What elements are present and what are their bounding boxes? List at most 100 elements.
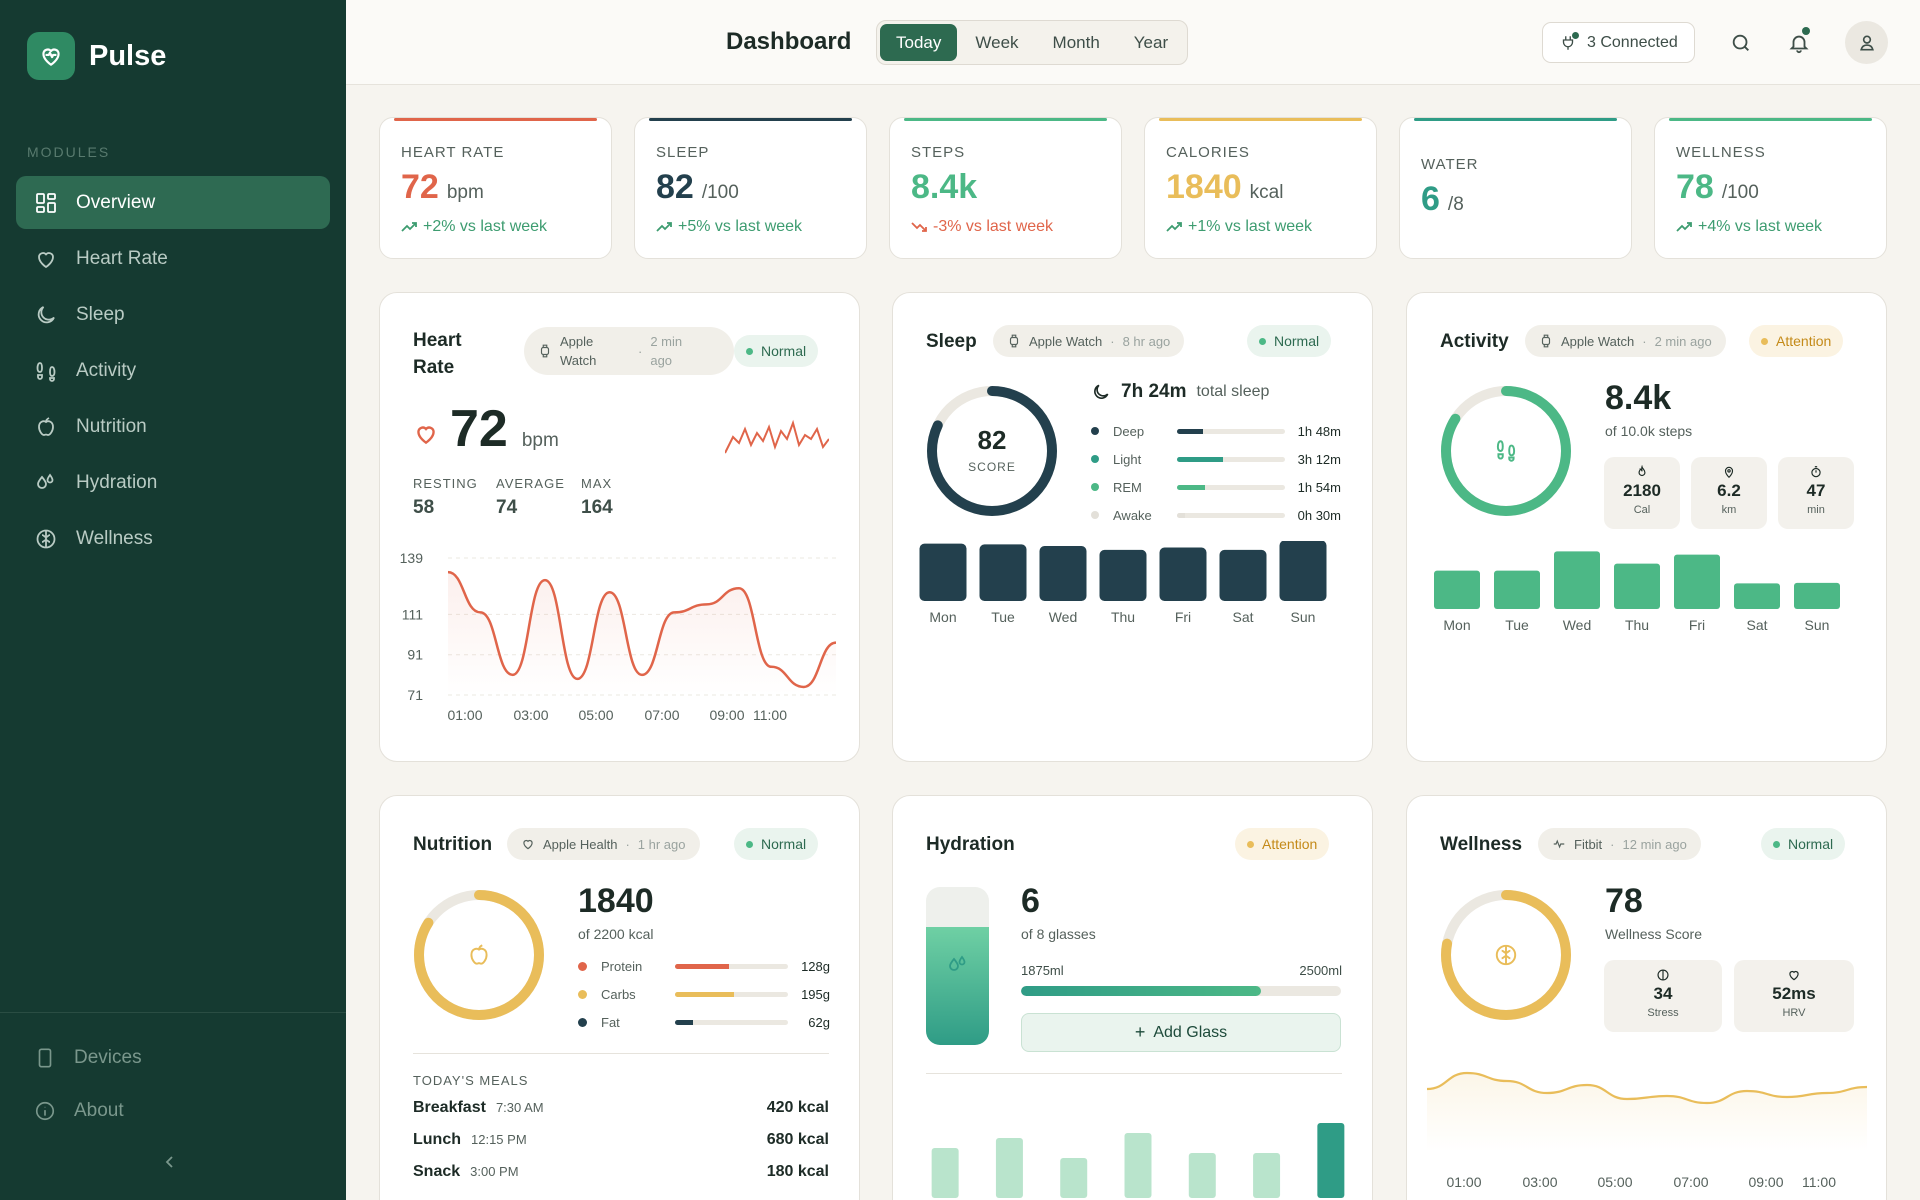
sidebar-item-hydration[interactable]: Hydration bbox=[16, 456, 330, 509]
sleep-score-value: 82 bbox=[977, 425, 1007, 455]
sleep-stage-row: Light 3h 12m bbox=[1091, 445, 1341, 473]
sidebar-item-activity[interactable]: Activity bbox=[16, 344, 330, 397]
x-tick-label: Wed bbox=[1049, 609, 1078, 625]
range-week-button[interactable]: Week bbox=[975, 32, 1019, 52]
tile-value: 2180 bbox=[1623, 481, 1661, 500]
sidebar-item-wellness[interactable]: Wellness bbox=[16, 512, 330, 565]
collapse-sidebar-icon[interactable] bbox=[164, 1152, 176, 1175]
source-pill: Apple Health · 1 hr ago bbox=[507, 828, 700, 860]
heart-rate-line bbox=[447, 570, 837, 689]
macro-bar bbox=[675, 991, 788, 997]
max-value: 164 bbox=[581, 497, 613, 518]
wellness-score-label: Wellness Score bbox=[1605, 926, 1703, 942]
source-time: 12 min ago bbox=[1622, 836, 1687, 852]
sidebar-item-sleep[interactable]: Sleep bbox=[16, 288, 330, 341]
meal-time: 7:30 AM bbox=[495, 1100, 544, 1115]
steps-goal: of 10.0k steps bbox=[1605, 423, 1693, 439]
meal-row[interactable]: Breakfast 7:30 AM 420 kcal bbox=[413, 1099, 829, 1131]
x-tick-label: 03:00 bbox=[513, 707, 548, 723]
brand[interactable]: Pulse bbox=[27, 32, 166, 80]
source-name: Apple Watch bbox=[1029, 333, 1103, 349]
activity-card[interactable]: Activity Apple Watch · 2 min ago Attenti… bbox=[1406, 292, 1887, 762]
meal-row[interactable]: Lunch 12:15 PM 680 kcal bbox=[413, 1131, 829, 1163]
brain-icon bbox=[1495, 944, 1517, 966]
bar bbox=[1674, 554, 1720, 609]
bar bbox=[979, 544, 1027, 601]
range-today-button[interactable]: Today bbox=[880, 24, 958, 61]
brain-icon bbox=[1657, 969, 1669, 981]
stat-value: 6 bbox=[1421, 180, 1440, 218]
macro-label: Carbs bbox=[601, 986, 636, 1002]
stat-card-heart-rate[interactable]: HEART RATE 72 bpm +2% vs last week bbox=[379, 117, 612, 259]
sidebar-item-devices[interactable]: Devices bbox=[16, 1031, 330, 1084]
source-name: Apple Health bbox=[543, 836, 618, 852]
status-text: Normal bbox=[1788, 836, 1834, 852]
y-tick-label: 71 bbox=[407, 687, 423, 703]
average-stat: AVERAGE 74 bbox=[496, 476, 565, 519]
nutrition-card[interactable]: Nutrition Apple Health · 1 hr ago Normal… bbox=[379, 795, 860, 1200]
sleep-score: 82 SCORE bbox=[924, 425, 1060, 474]
watch-icon bbox=[1541, 334, 1551, 348]
stat-trend: -3% vs last week bbox=[911, 218, 1053, 236]
sidebar-item-overview[interactable]: Overview bbox=[16, 176, 330, 229]
x-tick-label: Sun bbox=[1291, 609, 1316, 625]
activity-pulse-icon bbox=[1553, 839, 1565, 849]
x-tick-label: Fri bbox=[1175, 609, 1191, 625]
stat-accent-bar bbox=[649, 118, 852, 121]
sidebar-item-label: Nutrition bbox=[76, 415, 147, 437]
x-tick-label: Wed bbox=[1563, 617, 1592, 633]
stage-label: Deep bbox=[1113, 423, 1145, 439]
sidebar-item-about[interactable]: About bbox=[16, 1084, 330, 1137]
bar bbox=[1434, 570, 1480, 609]
search-icon[interactable] bbox=[1722, 24, 1760, 62]
meal-row[interactable]: Snack 3:00 PM 180 kcal bbox=[413, 1163, 829, 1195]
heart-icon bbox=[523, 839, 533, 850]
brain-icon bbox=[36, 529, 56, 548]
wellness-score-value: 78 bbox=[1605, 882, 1643, 920]
stat-card-steps[interactable]: STEPS 8.4k -3% vs last week bbox=[889, 117, 1122, 259]
range-month-button[interactable]: Month bbox=[1052, 32, 1100, 52]
stat-card-water[interactable]: WATER 6/8 bbox=[1399, 117, 1632, 259]
user-avatar[interactable] bbox=[1845, 21, 1888, 64]
range-year-button[interactable]: Year bbox=[1133, 32, 1169, 52]
wellness-card[interactable]: Wellness Fitbit · 12 min ago Normal 78 W… bbox=[1406, 795, 1887, 1200]
stat-unit: /100 bbox=[1721, 182, 1759, 203]
stat-trend: +1% vs last week bbox=[1166, 218, 1312, 236]
stage-value: 1h 54m bbox=[1297, 479, 1341, 495]
macros-list: Protein 128g Carbs 195g Fat 62g bbox=[578, 952, 830, 1036]
status-badge: Attention bbox=[1749, 325, 1844, 357]
status-text: Normal bbox=[761, 343, 807, 359]
connected-devices-button[interactable]: 3 Connected bbox=[1542, 22, 1695, 63]
status-badge: Attention bbox=[1235, 828, 1330, 860]
status-badge: Normal bbox=[734, 335, 819, 367]
sleep-card[interactable]: Sleep Apple Watch · 8 hr ago Normal 82 S… bbox=[892, 292, 1373, 762]
stat-trend: +5% vs last week bbox=[656, 218, 802, 236]
macro-label: Fat bbox=[601, 1014, 620, 1030]
stat-card-calories[interactable]: CALORIES 1840 kcal +1% vs last week bbox=[1144, 117, 1377, 259]
footprints-icon bbox=[1496, 440, 1516, 462]
target-volume: 2500ml bbox=[1299, 963, 1342, 978]
heart-icon bbox=[1789, 970, 1799, 981]
meal-kcal: 420 kcal bbox=[766, 1099, 829, 1116]
modules-section-label: MODULES bbox=[27, 144, 111, 160]
add-glass-button[interactable]: + Add Glass bbox=[1021, 1013, 1341, 1052]
stat-card-sleep[interactable]: SLEEP 82/100 +5% vs last week bbox=[634, 117, 867, 259]
bell-icon[interactable] bbox=[1780, 24, 1818, 62]
info-icon bbox=[35, 1101, 55, 1120]
steps-progress-ring bbox=[1441, 386, 1571, 516]
sidebar-item-nutrition[interactable]: Nutrition bbox=[16, 400, 330, 453]
stat-value: 82 bbox=[656, 168, 694, 206]
x-tick-label: 11:00 bbox=[1802, 1174, 1836, 1190]
card-title: Heart Rate bbox=[413, 330, 462, 378]
stat-accent-bar bbox=[1669, 118, 1872, 121]
stat-accent-bar bbox=[904, 118, 1107, 121]
heart-rate-card[interactable]: Heart Rate Apple Watch · 2 min ago Norma… bbox=[379, 292, 860, 762]
macro-value: 195g bbox=[801, 986, 830, 1002]
stat-card-wellness[interactable]: WELLNESS 78/100 +4% vs last week bbox=[1654, 117, 1887, 259]
card-title: Nutrition bbox=[413, 834, 493, 855]
meal-name: Breakfast bbox=[413, 1099, 486, 1116]
sidebar-item-heart-rate[interactable]: Heart Rate bbox=[16, 232, 330, 285]
sidebar-item-label: Heart Rate bbox=[76, 247, 168, 269]
active-minutes-tile: 47 min bbox=[1778, 457, 1854, 529]
hydration-card[interactable]: Hydration Attention 6 of 8 glasses 1875m… bbox=[892, 795, 1373, 1200]
